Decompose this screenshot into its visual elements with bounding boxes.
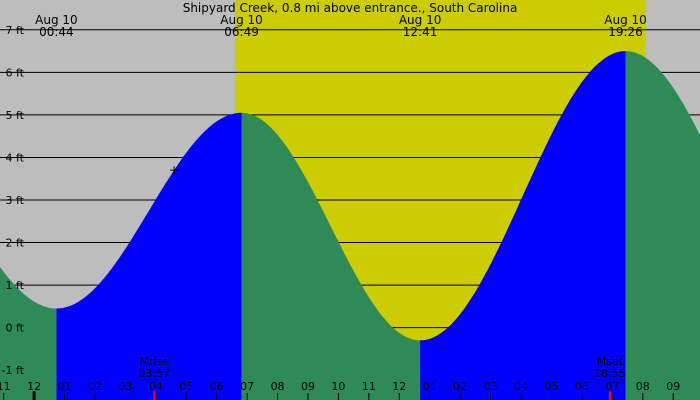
x-tick-label: 01 [58,380,72,393]
tide-date-label: Aug 10 [399,13,442,27]
x-tick-label: 08 [271,380,285,393]
x-tick-label: 09 [666,380,680,393]
x-tick-label: 01 [423,380,437,393]
tide-date-label: Aug 10 [604,13,647,27]
x-tick-label: 09 [301,380,315,393]
moon-event-label: Mset [597,355,624,368]
y-tick-label: 7 ft [6,24,25,37]
tide-date-label: Aug 10 [35,13,78,27]
x-tick-label: 04 [149,380,163,393]
tide-time-label: 12:41 [403,25,438,39]
y-tick-label: 0 ft [6,322,25,335]
x-tick-label: 04 [514,380,528,393]
x-tick-label: 02 [88,380,102,393]
chart-title: Shipyard Creek, 0.8 mi above entrance., … [183,1,518,15]
x-tick-label: 07 [605,380,619,393]
y-tick-label: 4 ft [6,151,25,164]
x-tick-label: 05 [179,380,193,393]
y-tick-label: -1 ft [2,364,25,377]
x-tick-label: 03 [484,380,498,393]
y-tick-label: 5 ft [6,109,25,122]
x-tick-label: 03 [118,380,132,393]
rising-tide-area [420,51,626,400]
y-tick-label: 3 ft [6,194,25,207]
x-tick-label: 12 [392,380,406,393]
x-tick-label: 11 [362,380,376,393]
x-tick-label: 11 [0,380,11,393]
x-tick-label: 05 [544,380,558,393]
x-tick-label: 12 [27,380,41,393]
y-axis-labels: 7 ft 6 ft 5 ft 4 ft 3 ft 2 ft 1 ft 0 ft -1 ft [2,24,25,377]
rising-tide-area [56,112,242,400]
y-tick-label: 6 ft [6,66,25,79]
tide-date-label: Aug 10 [220,13,263,27]
x-tick-label: 10 [331,380,345,393]
y-tick-label: 2 ft [6,237,25,250]
moon-event-time: 18:55 [594,367,626,380]
x-axis-ticks [3,391,674,400]
falling-tide-area [625,51,700,400]
falling-tide-area [0,267,57,400]
x-tick-label: 07 [240,380,254,393]
x-tick-label: 02 [453,380,467,393]
tide-time-label: 00:44 [39,25,74,39]
x-tick-label: 06 [210,380,224,393]
moon-event-time: 03:57 [138,367,170,380]
x-tick-label: 06 [575,380,589,393]
x-tick-label: 08 [636,380,650,393]
falling-tide-area [241,112,421,400]
tide-time-label: 06:49 [224,25,259,39]
tide-areas [0,51,700,400]
moon-event-label: Mrise [140,355,170,368]
x-axis-labels: 11 12 01 02 03 04 05 06 07 08 09 10 11 12 01 02 03 04 05 06… [0,380,680,393]
y-tick-label: 1 ft [6,279,25,292]
tide-time-label: 19:26 [608,25,643,39]
